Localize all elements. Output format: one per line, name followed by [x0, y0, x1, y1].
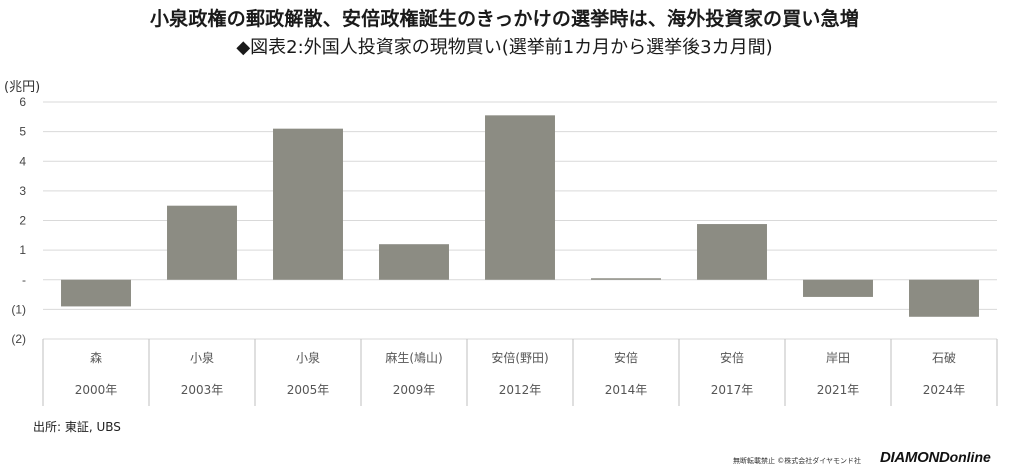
bar	[167, 205, 237, 280]
bar	[61, 279, 131, 307]
category-year: 2005年	[287, 383, 330, 397]
y-tick-label: (2)	[11, 332, 26, 346]
y-axis-ticks: 6 5 4 3 2 1 - (1) (2)	[11, 95, 26, 346]
brand-logo: DIAMONDonline	[880, 449, 991, 467]
y-axis-unit: (兆円)	[4, 80, 40, 95]
category-year: 2012年	[499, 383, 542, 397]
bars	[61, 115, 979, 317]
category-year: 2000年	[75, 383, 118, 397]
category-year: 2024年	[923, 383, 966, 397]
y-tick-label: 1	[19, 243, 26, 257]
brand-main-text: DIAMOND	[880, 449, 950, 466]
y-tick-label: (1)	[11, 302, 26, 316]
category-name: 安倍	[614, 350, 638, 365]
category-name: 森	[90, 350, 102, 365]
brand-sub-text: online	[949, 449, 991, 465]
category-year: 2003年	[181, 383, 224, 397]
category-name: 安倍(野田)	[491, 350, 548, 365]
chart-title: 小泉政権の郵政解散、安倍政権誕生のきっかけの選挙時は、海外投資家の買い急増	[149, 8, 860, 30]
y-tick-label: 3	[19, 184, 26, 198]
y-tick-label: -	[22, 273, 26, 287]
category-year: 2021年	[817, 383, 860, 397]
bar	[379, 244, 449, 280]
bar	[591, 278, 661, 280]
chart-subtitle: ◆図表2:外国人投資家の現物買い(選挙前1カ月から選挙後3カ月間)	[236, 37, 773, 58]
category-name: 小泉	[296, 351, 320, 365]
bar	[803, 279, 873, 297]
y-tick-label: 6	[19, 95, 26, 109]
bar	[485, 115, 555, 280]
category-name: 麻生(鳩山)	[385, 350, 442, 365]
bar	[697, 224, 767, 280]
category-name: 小泉	[190, 351, 214, 365]
category-year: 2014年	[605, 383, 648, 397]
y-tick-label: 2	[19, 214, 26, 228]
y-tick-label: 5	[19, 125, 26, 139]
category-name: 岸田	[826, 351, 850, 365]
bar	[273, 128, 343, 280]
category-name: 石破	[932, 350, 956, 365]
category-axis: 森 2000年 小泉 2003年 小泉 2005年 麻生(鳩山) 2009年 安倍(野田) 201…	[42, 339, 998, 406]
category-year: 2017年	[711, 383, 754, 397]
bar	[909, 279, 979, 317]
source-note: 出所: 東証, UBS	[33, 420, 121, 434]
copyright-note: 無断転載禁止 ©株式会社ダイヤモンド社	[733, 457, 862, 465]
category-name: 安倍	[720, 350, 744, 365]
category-year: 2009年	[393, 383, 436, 397]
y-tick-label: 4	[19, 154, 26, 168]
